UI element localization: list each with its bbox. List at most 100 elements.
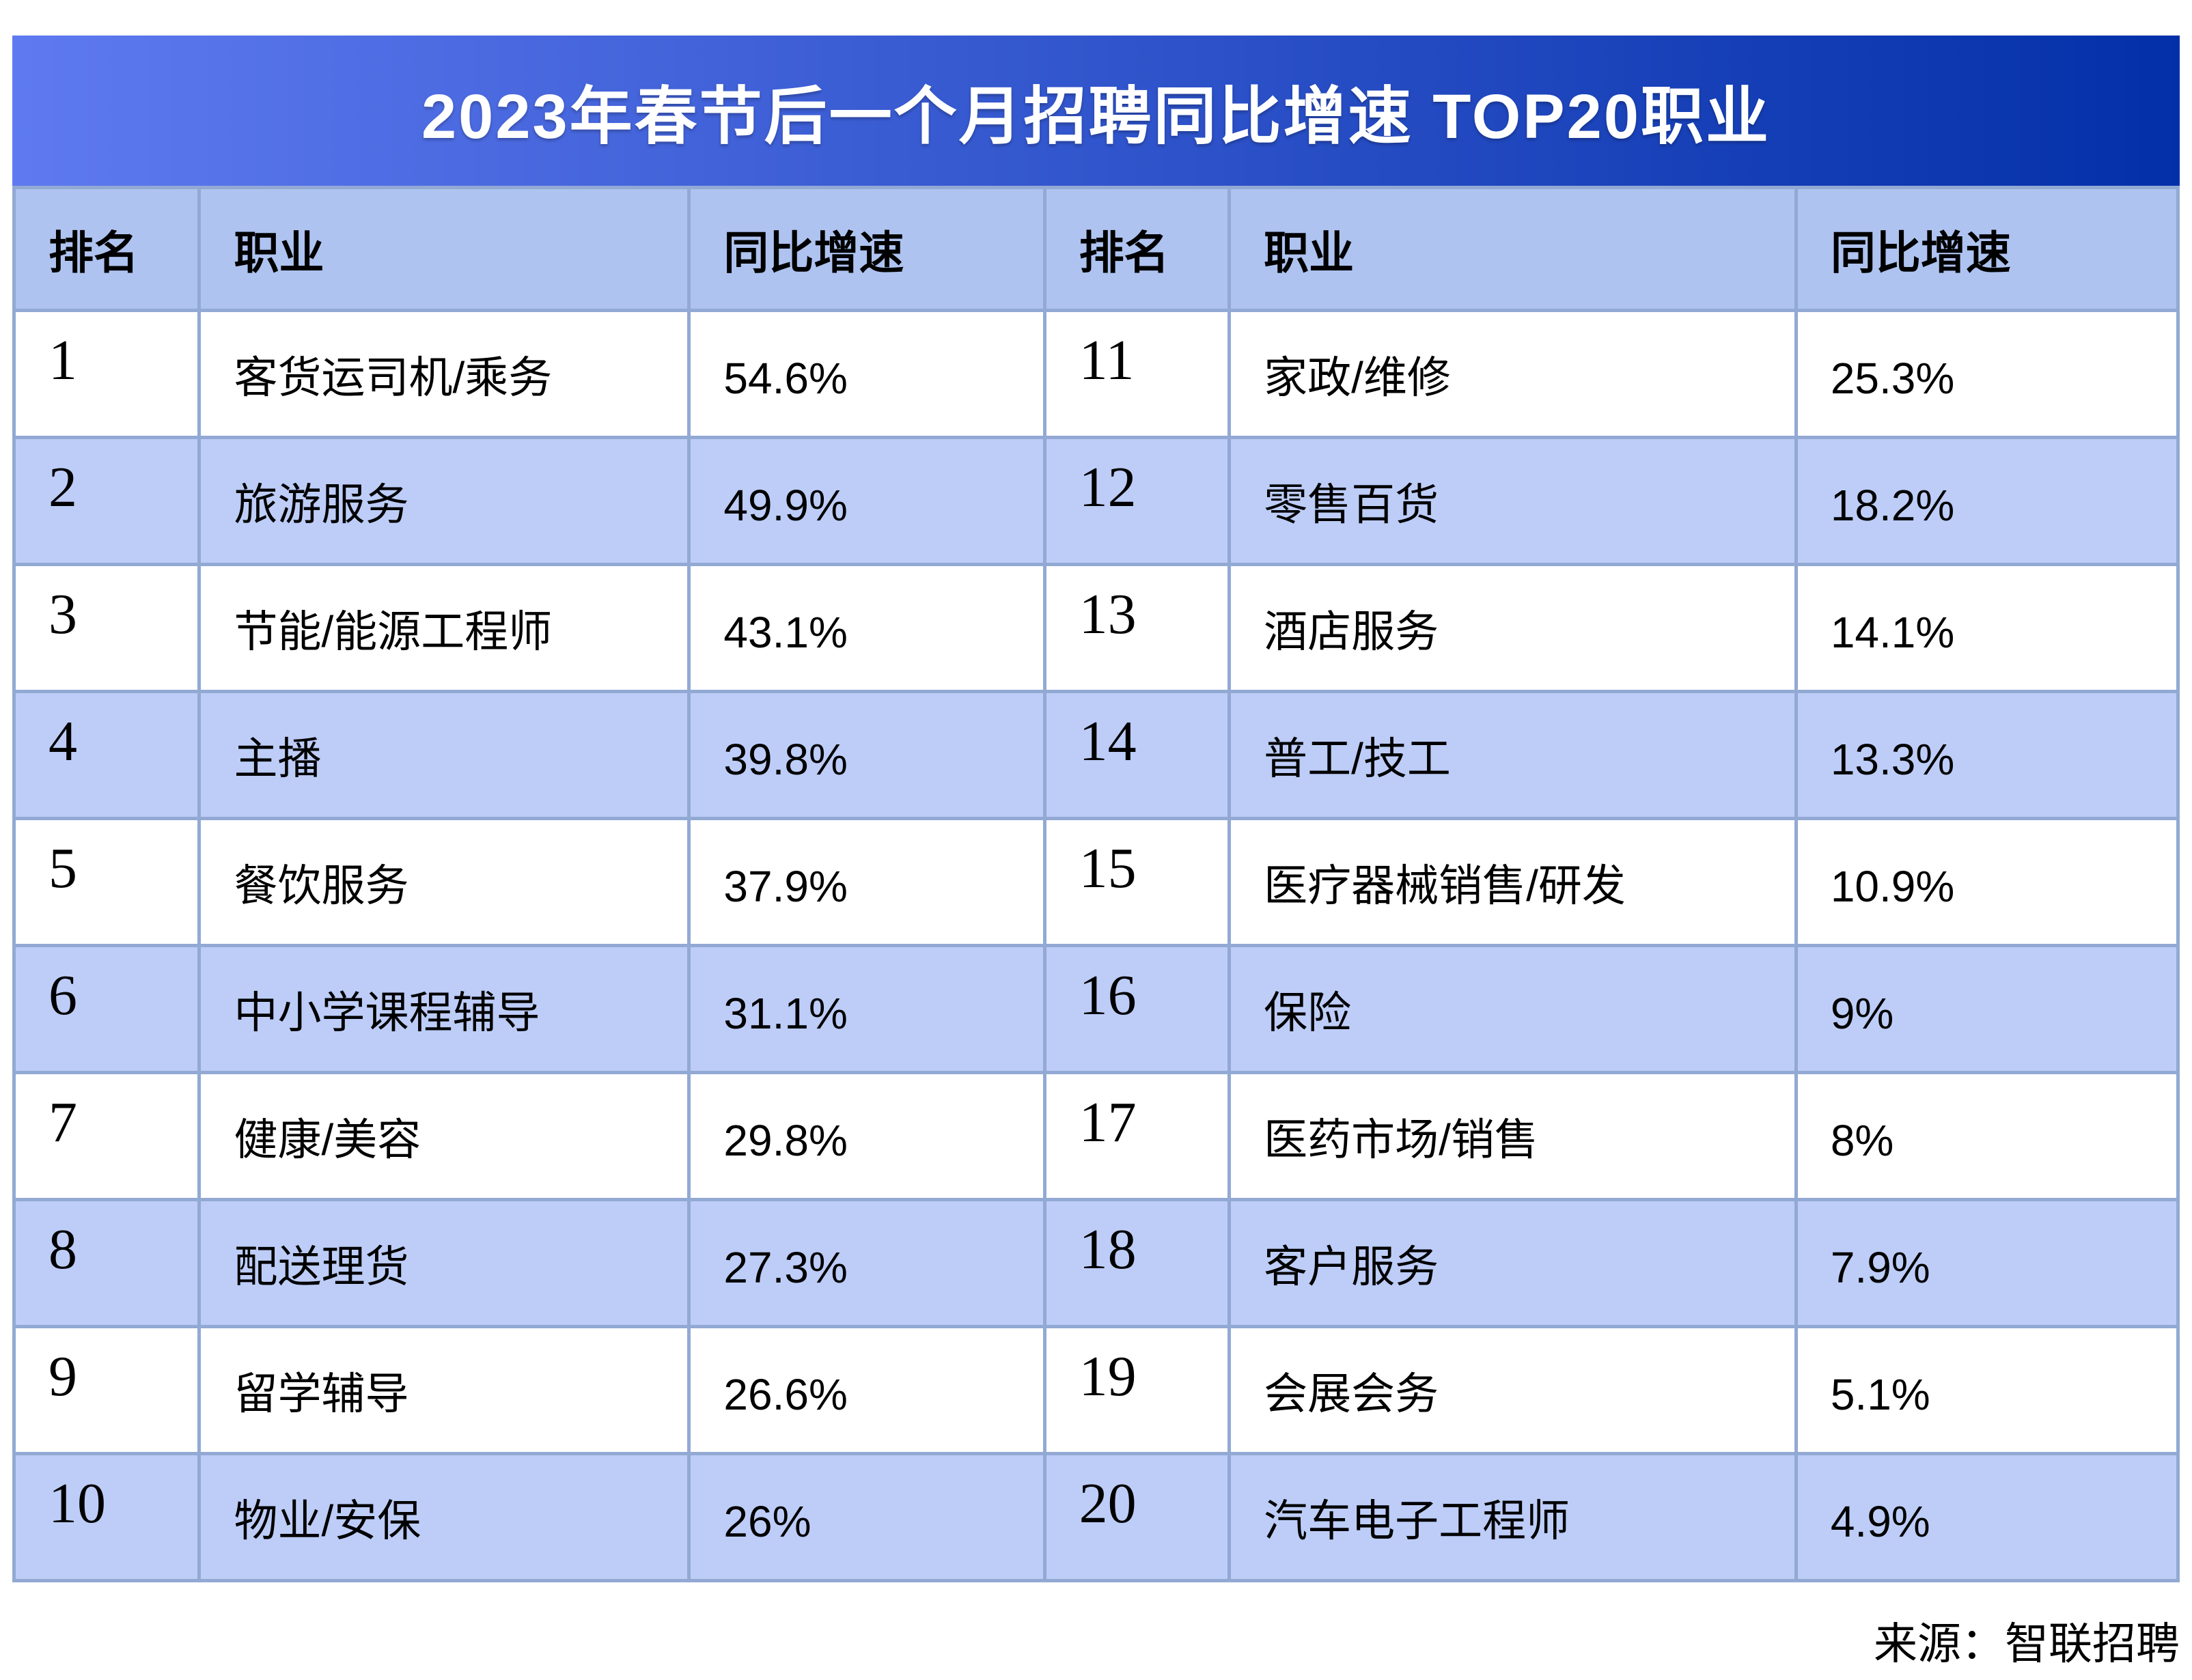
rank-value: 19 — [1079, 1345, 1137, 1408]
occupation-cell: 餐饮服务 — [197, 817, 691, 947]
rank-value: 14 — [1079, 710, 1137, 773]
rank-cell: 4 — [12, 690, 202, 820]
rank-cell: 15 — [1042, 817, 1232, 947]
rank-cell: 10 — [12, 1452, 202, 1582]
occupation-cell: 汽车电子工程师 — [1227, 1452, 1798, 1582]
table-row: 10 物业/安保 26% 20 汽车电子工程师 4.9% — [12, 1452, 2180, 1582]
occupation-cell: 节能/能源工程师 — [197, 563, 691, 693]
growth-value: 4.9% — [1830, 1496, 1930, 1546]
rank-value: 4 — [48, 710, 77, 773]
growth-cell: 54.6% — [687, 309, 1046, 439]
growth-value: 54.6% — [723, 353, 848, 403]
growth-value: 37.9% — [723, 861, 848, 911]
rank-value: 16 — [1079, 964, 1137, 1027]
growth-value: 10.9% — [1830, 861, 1955, 911]
growth-value: 25.3% — [1830, 353, 1955, 403]
rank-cell: 5 — [12, 817, 202, 947]
occupation-cell: 家政/维修 — [1227, 309, 1798, 439]
rank-cell: 1 — [12, 309, 202, 439]
growth-value: 26.6% — [723, 1369, 848, 1419]
growth-cell: 26.6% — [687, 1325, 1046, 1455]
header-rank-right: 排名 — [1042, 186, 1232, 312]
rank-value: 5 — [48, 837, 77, 900]
occupation-cell: 医药市场/销售 — [1227, 1071, 1798, 1201]
growth-cell: 10.9% — [1794, 817, 2180, 947]
header-growth-right: 同比增速 — [1794, 186, 2180, 312]
growth-cell: 27.3% — [687, 1198, 1046, 1328]
rank-value: 7 — [48, 1091, 77, 1154]
header-rank-left: 排名 — [12, 186, 202, 312]
growth-value: 13.3% — [1830, 734, 1955, 784]
rank-cell: 18 — [1042, 1198, 1232, 1328]
rank-cell: 20 — [1042, 1452, 1232, 1582]
page-title: 2023年春节后一个月招聘同比增速 TOP20职业 — [421, 81, 1771, 152]
occupation-cell: 普工/技工 — [1227, 690, 1798, 820]
growth-value: 9% — [1830, 988, 1894, 1038]
rank-value: 18 — [1079, 1218, 1137, 1281]
rank-value: 20 — [1079, 1472, 1137, 1535]
growth-cell: 18.2% — [1794, 436, 2180, 566]
rank-cell: 13 — [1042, 563, 1232, 693]
header-growth-left: 同比增速 — [687, 186, 1046, 312]
rank-cell: 3 — [12, 563, 202, 693]
rank-cell: 11 — [1042, 309, 1232, 439]
rank-cell: 16 — [1042, 944, 1232, 1074]
occupation-cell: 酒店服务 — [1227, 563, 1798, 693]
growth-value: 8% — [1830, 1115, 1894, 1165]
growth-value: 14.1% — [1830, 607, 1955, 657]
growth-cell: 29.8% — [687, 1071, 1046, 1201]
growth-cell: 7.9% — [1794, 1198, 2180, 1328]
growth-cell: 8% — [1794, 1071, 2180, 1201]
rank-cell: 17 — [1042, 1071, 1232, 1201]
rank-cell: 14 — [1042, 690, 1232, 820]
rank-value: 9 — [48, 1345, 77, 1408]
table-row: 5 餐饮服务 37.9% 15 医疗器械销售/研发 10.9% — [12, 817, 2180, 947]
rank-value: 11 — [1079, 328, 1135, 392]
growth-cell: 37.9% — [687, 817, 1046, 947]
growth-cell: 31.1% — [687, 944, 1046, 1074]
occupation-cell: 医疗器械销售/研发 — [1227, 817, 1798, 947]
occupation-cell: 留学辅导 — [197, 1325, 691, 1455]
growth-cell: 39.8% — [687, 690, 1046, 820]
occupation-cell: 中小学课程辅导 — [197, 944, 691, 1074]
rank-value: 2 — [48, 456, 77, 519]
growth-cell: 49.9% — [687, 436, 1046, 566]
rank-cell: 12 — [1042, 436, 1232, 566]
rank-value: 17 — [1079, 1091, 1137, 1154]
growth-value: 26% — [723, 1496, 811, 1546]
occupation-cell: 会展会务 — [1227, 1325, 1798, 1455]
rank-value: 13 — [1079, 583, 1137, 646]
rank-value: 15 — [1079, 837, 1137, 900]
table-row: 4 主播 39.8% 14 普工/技工 13.3% — [12, 690, 2180, 820]
table-row: 7 健康/美容 29.8% 17 医药市场/销售 8% — [12, 1071, 2180, 1201]
table-header-row: 排名 职业 同比增速 排名 职业 同比增速 — [12, 186, 2180, 312]
occupation-cell: 零售百货 — [1227, 436, 1798, 566]
header-occupation-left: 职业 — [197, 186, 691, 312]
growth-cell: 26% — [687, 1452, 1046, 1582]
occupation-cell: 配送理货 — [197, 1198, 691, 1328]
growth-value: 31.1% — [723, 988, 848, 1038]
occupation-cell: 主播 — [197, 690, 691, 820]
rank-value: 3 — [48, 583, 77, 646]
rank-cell: 7 — [12, 1071, 202, 1201]
rank-cell: 6 — [12, 944, 202, 1074]
growth-value: 27.3% — [723, 1242, 848, 1292]
growth-cell: 9% — [1794, 944, 2180, 1074]
growth-cell: 5.1% — [1794, 1325, 2180, 1455]
title-banner: 2023年春节后一个月招聘同比增速 TOP20职业 — [12, 36, 2180, 186]
table-row: 2 旅游服务 49.9% 12 零售百货 18.2% — [12, 436, 2180, 566]
growth-value: 18.2% — [1830, 480, 1955, 530]
source-note: 来源：智联招聘 — [1874, 1619, 2180, 1668]
rank-value: 12 — [1079, 456, 1137, 519]
occupation-cell: 客户服务 — [1227, 1198, 1798, 1328]
table-row: 9 留学辅导 26.6% 19 会展会务 5.1% — [12, 1325, 2180, 1455]
table-row: 8 配送理货 27.3% 18 客户服务 7.9% — [12, 1198, 2180, 1328]
rank-cell: 19 — [1042, 1325, 1232, 1455]
growth-cell: 13.3% — [1794, 690, 2180, 820]
growth-value: 7.9% — [1830, 1242, 1930, 1292]
rank-cell: 9 — [12, 1325, 202, 1455]
rank-cell: 2 — [12, 436, 202, 566]
growth-value: 49.9% — [723, 480, 848, 530]
growth-cell: 14.1% — [1794, 563, 2180, 693]
